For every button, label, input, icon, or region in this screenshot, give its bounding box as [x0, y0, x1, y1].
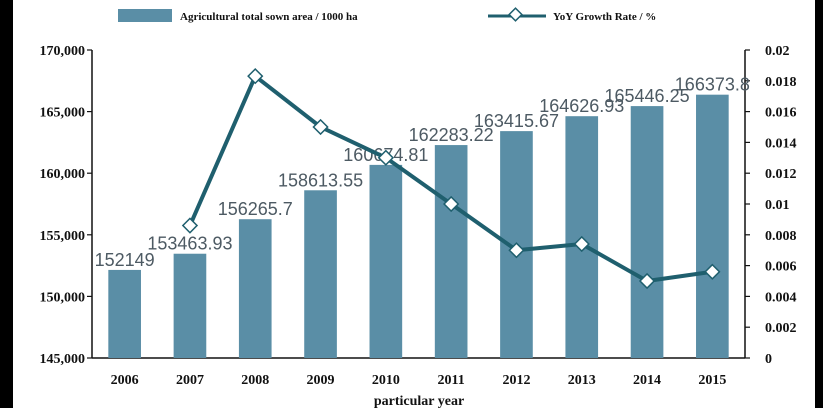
x-axis-title: particular year: [374, 394, 464, 408]
right-border: [815, 0, 823, 408]
right-tick-label: 0.006: [765, 260, 797, 275]
right-tick-label: 0.004: [765, 290, 797, 305]
left-border: [0, 0, 13, 408]
x-tick-label: 2011: [438, 373, 465, 388]
right-tick-label: 0.008: [765, 229, 797, 244]
legend-line-label: YoY Growth Rate / %: [553, 11, 656, 23]
x-tick-label: 2010: [372, 373, 400, 388]
right-tick-label: 0.002: [765, 321, 797, 336]
bar-data-label: 164626.93: [539, 96, 624, 116]
bar-data-label: 153463.93: [147, 234, 232, 254]
left-tick-label: 165,000: [40, 106, 86, 121]
bar-data-label: 158613.55: [278, 170, 363, 190]
x-tick-label: 2012: [502, 373, 530, 388]
bar: [173, 253, 207, 358]
bar-labels: 152149153463.93156265.7158613.55160674.8…: [95, 75, 750, 270]
growth-point: [704, 263, 721, 280]
bar: [304, 190, 337, 358]
bar: [238, 219, 272, 358]
x-tick-label: 2013: [568, 373, 596, 388]
legend-bar-swatch: [118, 9, 172, 22]
right-tick-label: 0.016: [765, 106, 797, 121]
x-tick-label: 2006: [111, 373, 139, 388]
bar-data-label: 163415.67: [474, 111, 559, 131]
x-tick-label: 2014: [633, 373, 661, 388]
growth-point: [508, 242, 525, 259]
growth-point: [247, 68, 264, 85]
bar-data-label: 156265.7: [218, 199, 293, 219]
left-tick-label: 160,000: [40, 167, 86, 182]
right-tick-label: 0.01: [765, 198, 790, 213]
x-tick-label: 2009: [307, 373, 335, 388]
left-tick-label: 155,000: [40, 229, 86, 244]
bar: [108, 269, 141, 358]
left-tick-label: 145,000: [40, 352, 86, 367]
right-tick-label: 0.02: [765, 44, 790, 59]
legend: Agricultural total sown area / 1000 ha Y…: [118, 7, 656, 23]
bar-data-label: 152149: [95, 250, 155, 270]
growth-point: [443, 195, 460, 213]
x-tick-label: 2015: [698, 373, 726, 388]
bars: [108, 94, 729, 359]
x-tick-label: 2007: [176, 373, 204, 388]
right-tick-label: 0.014: [765, 136, 797, 151]
bar-data-label: 166373.8: [675, 75, 750, 95]
growth-point: [181, 217, 199, 234]
bar: [696, 94, 729, 359]
legend-line-marker: [508, 7, 523, 22]
bar: [434, 145, 468, 358]
x-tick-label: 2008: [241, 373, 269, 388]
left-tick-label: 170,000: [40, 44, 86, 59]
right-tick-label: 0.018: [765, 75, 797, 90]
bar-data-label: 165446.25: [605, 86, 690, 106]
growth-point: [312, 118, 329, 136]
bar-data-label: 162283.22: [409, 125, 494, 145]
right-tick-label: 0: [765, 352, 772, 367]
left-tick-label: 150,000: [40, 290, 86, 305]
bar: [369, 164, 403, 358]
growth-point: [638, 272, 656, 290]
growth-point: [573, 235, 590, 253]
right-tick-label: 0.012: [765, 167, 797, 182]
growth-line: [181, 68, 721, 290]
bar: [630, 106, 664, 358]
growth-point: [377, 149, 394, 166]
legend-bar-label: Agricultural total sown area / 1000 ha: [180, 11, 358, 23]
